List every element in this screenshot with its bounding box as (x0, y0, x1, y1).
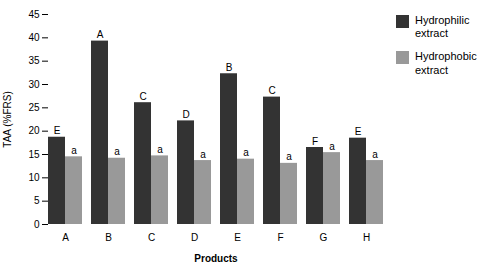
svg-text:C: C (268, 85, 275, 96)
svg-text:a: a (157, 144, 163, 155)
svg-text:D: D (182, 109, 189, 120)
svg-text:D: D (191, 232, 198, 243)
svg-text:a: a (243, 147, 249, 158)
svg-text:a: a (286, 151, 292, 162)
svg-text:45: 45 (28, 9, 40, 20)
svg-text:5: 5 (34, 195, 40, 206)
svg-text:TAA (%FRS): TAA (%FRS) (2, 91, 13, 147)
svg-text:30: 30 (28, 79, 40, 90)
svg-text:a: a (329, 141, 335, 152)
svg-text:G: G (320, 232, 328, 243)
svg-text:20: 20 (28, 125, 40, 136)
svg-text:Products: Products (194, 253, 238, 264)
svg-text:E: E (54, 125, 61, 136)
svg-text:B: B (226, 62, 233, 73)
svg-text:C: C (148, 232, 155, 243)
html-text:Hydrophobic extract: Hydrophobic extract (415, 50, 477, 76)
svg-text:a: a (200, 149, 206, 160)
svg-text:E: E (234, 232, 241, 243)
svg-text:40: 40 (28, 32, 40, 43)
svg-text:B: B (105, 232, 112, 243)
svg-text:F: F (277, 232, 283, 243)
svg-text:15: 15 (28, 149, 40, 160)
svg-text:a: a (71, 145, 77, 156)
svg-text:A: A (62, 232, 69, 243)
svg-text:35: 35 (28, 55, 40, 66)
svg-text:E: E (355, 126, 362, 137)
svg-text:25: 25 (28, 102, 40, 113)
svg-text:H: H (363, 232, 370, 243)
svg-text:0: 0 (34, 219, 40, 230)
svg-text:10: 10 (28, 172, 40, 183)
svg-text:F: F (312, 136, 318, 147)
svg-text:C: C (139, 91, 146, 102)
svg-text:a: a (114, 146, 120, 157)
svg-text:A: A (97, 29, 104, 40)
svg-text:a: a (372, 149, 378, 160)
html-text:Hydrophilic extract: Hydrophilic extract (415, 14, 470, 40)
